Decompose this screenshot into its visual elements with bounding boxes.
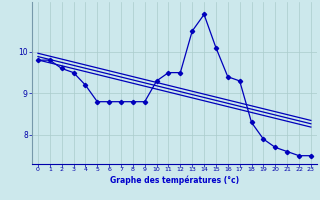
X-axis label: Graphe des températures (°c): Graphe des températures (°c): [110, 175, 239, 185]
